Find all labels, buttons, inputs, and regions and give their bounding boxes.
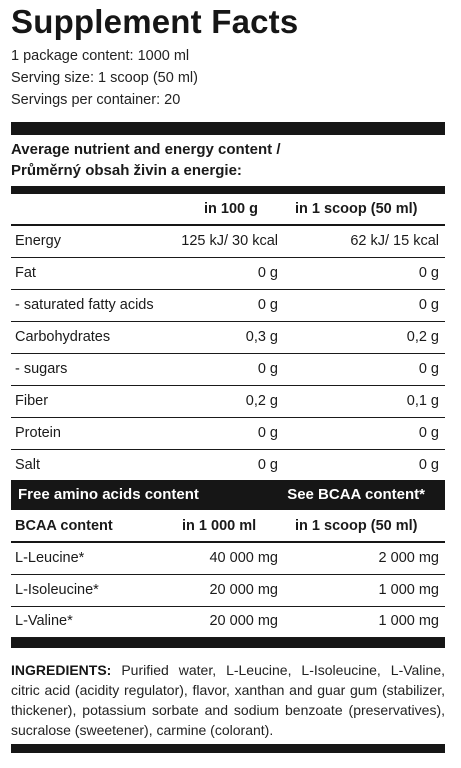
row-value-1: 0 g: [257, 265, 278, 281]
row-value-1: 0 g: [257, 361, 278, 377]
bcaa-header-per-1000ml: in 1 000 ml: [182, 518, 257, 534]
row-label: L-Isoleucine*: [15, 581, 99, 598]
row-divider: [11, 417, 445, 418]
table-row: Carbohydrates 0,3 g 0,2 g: [11, 322, 445, 354]
thick-divider-top: [11, 122, 445, 135]
table-row: - sugars 0 g 0 g: [11, 354, 445, 386]
divider-nutrients: [11, 186, 445, 194]
row-value-1: 0,3 g: [245, 329, 278, 345]
table-row: L-Valine* 20 000 mg 1 000 mg: [11, 606, 445, 638]
row-label: - sugars: [15, 361, 68, 377]
row-label: Salt: [15, 457, 40, 473]
header-rule: [11, 224, 445, 226]
ingredients-label: INGREDIENTS:: [11, 662, 112, 678]
row-value-2: 0 g: [418, 425, 439, 441]
servings-per-container: Servings per container: 20: [11, 92, 181, 108]
row-label: Fiber: [15, 393, 49, 409]
row-value-2: 2 000 mg: [378, 550, 439, 566]
ingredients-text: INGREDIENTS: Purified water, L-Leucine, …: [11, 660, 445, 740]
amino-acids-bar: Free amino acids content See BCAA conten…: [11, 480, 445, 510]
table-row: L-Isoleucine* 20 000 mg 1 000 mg: [11, 575, 445, 607]
nutrient-heading-en: Average nutrient and energy content /: [11, 141, 281, 158]
row-label: Energy: [15, 233, 61, 249]
row-label: L-Valine*: [15, 613, 73, 629]
row-value-2: 1 000 mg: [378, 581, 439, 598]
bcaa-header-per-scoop: in 1 scoop (50 ml): [295, 518, 418, 534]
row-value-1: 0 g: [257, 297, 278, 313]
table-row: Protein 0 g 0 g: [11, 418, 445, 450]
row-value-2: 0 g: [418, 265, 439, 281]
row-label: Fat: [15, 265, 36, 281]
row-value-2: 0 g: [418, 361, 439, 377]
row-value-1: 0 g: [257, 457, 278, 473]
table-row: Energy 125 kJ/ 30 kcal 62 kJ/ 15 kcal: [11, 226, 445, 258]
thick-divider-bottom: [11, 744, 445, 753]
ingredients-list: Purified water, L-Leucine, L-Isoleucine,…: [11, 662, 445, 738]
nutrient-heading-cz: Průměrný obsah živin a energie:: [11, 162, 242, 179]
row-value-2: 0 g: [418, 457, 439, 473]
row-divider: [11, 605, 445, 607]
table-row: L-Leucine* 40 000 mg 2 000 mg: [11, 543, 445, 575]
row-divider: [11, 637, 445, 638]
row-value-1: 125 kJ/ 30 kcal: [181, 233, 278, 249]
row-value-1: 0 g: [257, 425, 278, 441]
row-value-1: 20 000 mg: [209, 613, 278, 629]
bcaa-header-name: BCAA content: [15, 518, 113, 534]
row-value-2: 1 000 mg: [378, 613, 439, 629]
serving-size: Serving size: 1 scoop (50 ml): [11, 70, 198, 86]
row-value-1: 40 000 mg: [209, 550, 278, 566]
row-divider: [11, 449, 445, 450]
row-label: Protein: [15, 425, 61, 441]
page-title: Supplement Facts: [11, 3, 299, 40]
row-divider: [11, 257, 445, 258]
row-divider: [11, 289, 445, 290]
row-divider: [11, 353, 445, 354]
see-bcaa-label: See BCAA content*: [287, 486, 425, 503]
table-row: - saturated fatty acids 0 g 0 g: [11, 290, 445, 322]
row-value-2: 0,1 g: [406, 393, 439, 409]
column-header-per-100g: in 100 g: [204, 201, 258, 217]
row-value-1: 0,2 g: [245, 393, 278, 409]
package-content: 1 package content: 1000 ml: [11, 48, 190, 64]
table-row: Fiber 0,2 g 0,1 g: [11, 386, 445, 418]
column-header-per-scoop: in 1 scoop (50 ml): [295, 201, 418, 217]
row-label: - saturated fatty acids: [15, 297, 154, 313]
row-label: L-Leucine*: [15, 550, 85, 566]
bcaa-header-rule: [11, 541, 445, 543]
amino-acids-label: Free amino acids content: [18, 486, 199, 503]
table-row: Fat 0 g 0 g: [11, 258, 445, 290]
row-value-1: 20 000 mg: [209, 581, 278, 598]
thick-divider-ingredients: [11, 638, 445, 648]
table-row: Salt 0 g 0 g: [11, 450, 445, 482]
row-value-2: 0 g: [418, 297, 439, 313]
row-value-2: 62 kJ/ 15 kcal: [350, 233, 439, 249]
row-divider: [11, 385, 445, 386]
row-divider: [11, 574, 445, 575]
row-value-2: 0,2 g: [406, 329, 439, 345]
row-divider: [11, 321, 445, 322]
row-label: Carbohydrates: [15, 329, 111, 345]
